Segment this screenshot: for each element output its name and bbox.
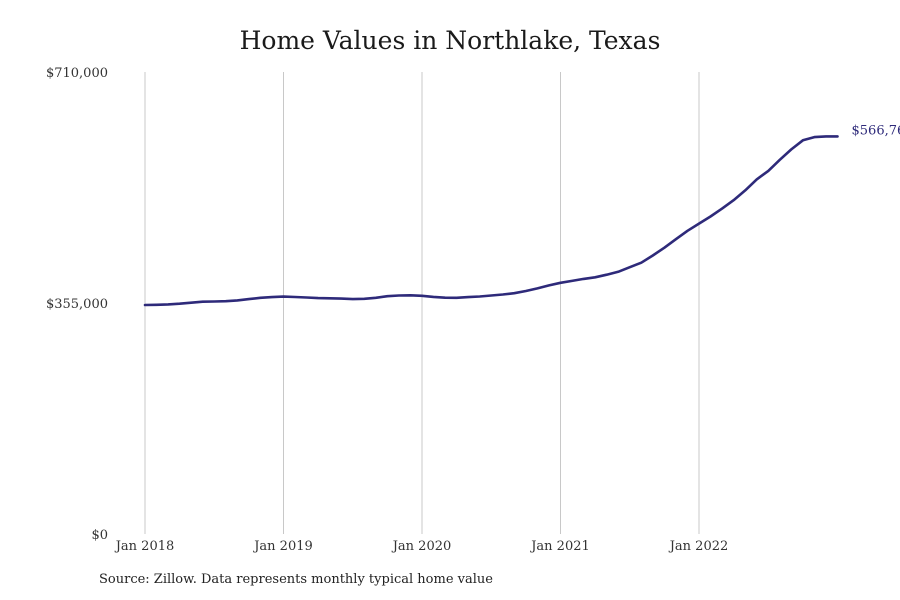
x-tick-label: Jan 2022 bbox=[668, 539, 729, 554]
chart-title: Home Values in Northlake, Texas bbox=[239, 26, 661, 55]
x-tick-label: Jan 2021 bbox=[529, 539, 590, 554]
y-tick-label: $710,000 bbox=[46, 66, 108, 81]
x-tick-label: Jan 2020 bbox=[391, 539, 452, 554]
y-tick-label: $0 bbox=[91, 528, 108, 543]
series-line-home-value bbox=[143, 135, 839, 307]
end-value-label: $566,764 bbox=[852, 123, 900, 138]
source-note: Source: Zillow. Data represents monthly … bbox=[99, 572, 493, 587]
x-axis-tick-labels: Jan 2018 Jan 2019 Jan 2020 Jan 2021 Jan 2022 bbox=[114, 539, 729, 554]
x-tick-label: Jan 2018 bbox=[114, 539, 175, 554]
y-axis-tick-labels: $0 $355,000 $710,000 bbox=[46, 66, 108, 543]
x-tick-label: Jan 2019 bbox=[252, 539, 313, 554]
grid-lines bbox=[144, 72, 700, 534]
y-tick-label: $355,000 bbox=[46, 297, 108, 312]
